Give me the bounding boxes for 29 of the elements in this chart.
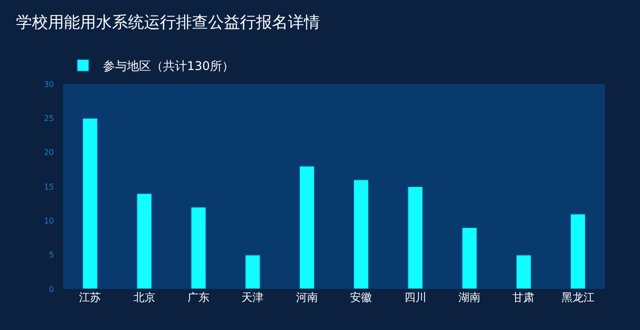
bar [298, 166, 315, 289]
y-tick-label: 20 [44, 148, 54, 158]
y-tick-label: 30 [44, 80, 54, 89]
bar [190, 206, 207, 289]
chart-title: 学校用能用水系统运行排查公益行报名详情 [16, 12, 320, 32]
x-tick-label: 北京 [133, 291, 156, 304]
bar [570, 213, 586, 289]
x-tick-label: 江苏 [79, 291, 102, 304]
x-tick-label: 广东 [188, 291, 210, 304]
y-tick-label: 0 [48, 284, 54, 294]
y-tick-label: 15 [44, 182, 54, 192]
legend-label: 参与地区（共计130所） [103, 59, 234, 74]
y-tick-label: 10 [44, 216, 54, 226]
bar [136, 192, 152, 289]
bar [461, 227, 478, 289]
x-tick-label: 四川 [404, 291, 426, 304]
x-tick-label: 天津 [242, 291, 264, 304]
bar [407, 186, 424, 289]
bar [516, 254, 532, 289]
bar [353, 179, 370, 289]
y-tick-label: 25 [44, 114, 54, 123]
bar [82, 118, 98, 289]
x-tick-label: 河南 [296, 291, 318, 304]
y-tick-label: 5 [48, 250, 54, 260]
bar [244, 254, 261, 289]
x-tick-label: 安徽 [350, 291, 372, 304]
x-tick-label: 湖南 [458, 291, 480, 304]
x-tick-label: 黑龙江 [561, 291, 594, 304]
x-tick-label: 甘肃 [512, 291, 535, 304]
